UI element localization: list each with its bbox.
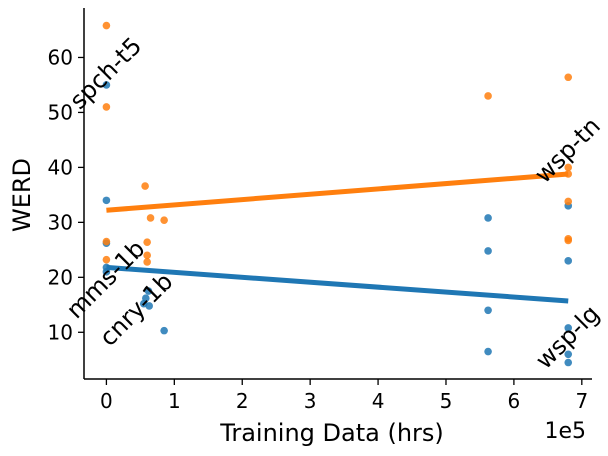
data-point-blue xyxy=(160,326,168,335)
data-point-orange xyxy=(102,255,111,264)
data-point-orange xyxy=(143,258,151,266)
data-point-orange xyxy=(102,21,111,30)
data-point-orange xyxy=(484,92,492,100)
data-point-blue xyxy=(102,268,111,276)
x-tick-label: 3 xyxy=(304,389,317,413)
data-point-orange xyxy=(102,103,111,111)
y-tick-label: 40 xyxy=(48,155,73,179)
x-tick-label: 6 xyxy=(508,389,521,413)
x-tick-label: 2 xyxy=(236,389,249,413)
data-points xyxy=(102,21,573,367)
x-tick-label: 1 xyxy=(168,389,181,413)
x-tick-label: 7 xyxy=(575,389,588,413)
data-point-blue xyxy=(564,324,573,332)
data-point-orange xyxy=(146,214,155,222)
y-tick-label: 30 xyxy=(48,210,73,234)
data-point-orange xyxy=(160,216,168,224)
data-point-blue xyxy=(145,302,153,310)
fit-line-orange xyxy=(106,171,569,213)
model-annotation: spch-t5 xyxy=(64,32,147,115)
data-point-blue xyxy=(144,287,153,295)
data-point-orange xyxy=(143,251,151,260)
data-point-orange xyxy=(102,237,111,246)
y-ticks: 10 20 30 40 50 60 xyxy=(48,45,84,344)
data-point-orange xyxy=(564,163,573,172)
data-point-blue xyxy=(484,347,492,356)
x-tick-label: 0 xyxy=(100,389,113,413)
axes xyxy=(83,8,592,380)
data-point-orange xyxy=(564,197,573,206)
data-point-blue xyxy=(484,306,492,315)
data-point-orange xyxy=(141,182,149,190)
data-point-blue xyxy=(142,294,150,303)
y-tick-label: 20 xyxy=(48,265,73,289)
data-point-orange xyxy=(564,236,573,245)
data-point-blue xyxy=(484,247,492,255)
y-axis-title: WERD xyxy=(8,158,36,232)
x-tick-label: 5 xyxy=(440,389,453,413)
fit-lines xyxy=(106,171,569,304)
x-tick-label: 4 xyxy=(372,389,385,413)
data-point-blue xyxy=(564,358,573,367)
data-point-blue xyxy=(102,196,111,205)
x-ticks: 0 1 2 3 4 5 6 7 xyxy=(100,379,588,413)
y-tick-label: 10 xyxy=(48,320,73,344)
data-point-blue xyxy=(564,350,573,359)
x-scale-label: 1e5 xyxy=(544,419,586,444)
data-point-blue xyxy=(564,257,573,265)
data-point-blue xyxy=(102,81,111,89)
data-point-orange xyxy=(564,73,573,82)
y-tick-label: 50 xyxy=(48,100,73,124)
x-axis-title: Training Data (hrs) xyxy=(219,419,444,447)
data-point-orange xyxy=(564,170,573,178)
fit-line-blue xyxy=(106,264,569,304)
y-tick-label: 60 xyxy=(48,45,73,69)
data-point-orange xyxy=(143,238,151,246)
data-point-blue xyxy=(484,214,492,222)
